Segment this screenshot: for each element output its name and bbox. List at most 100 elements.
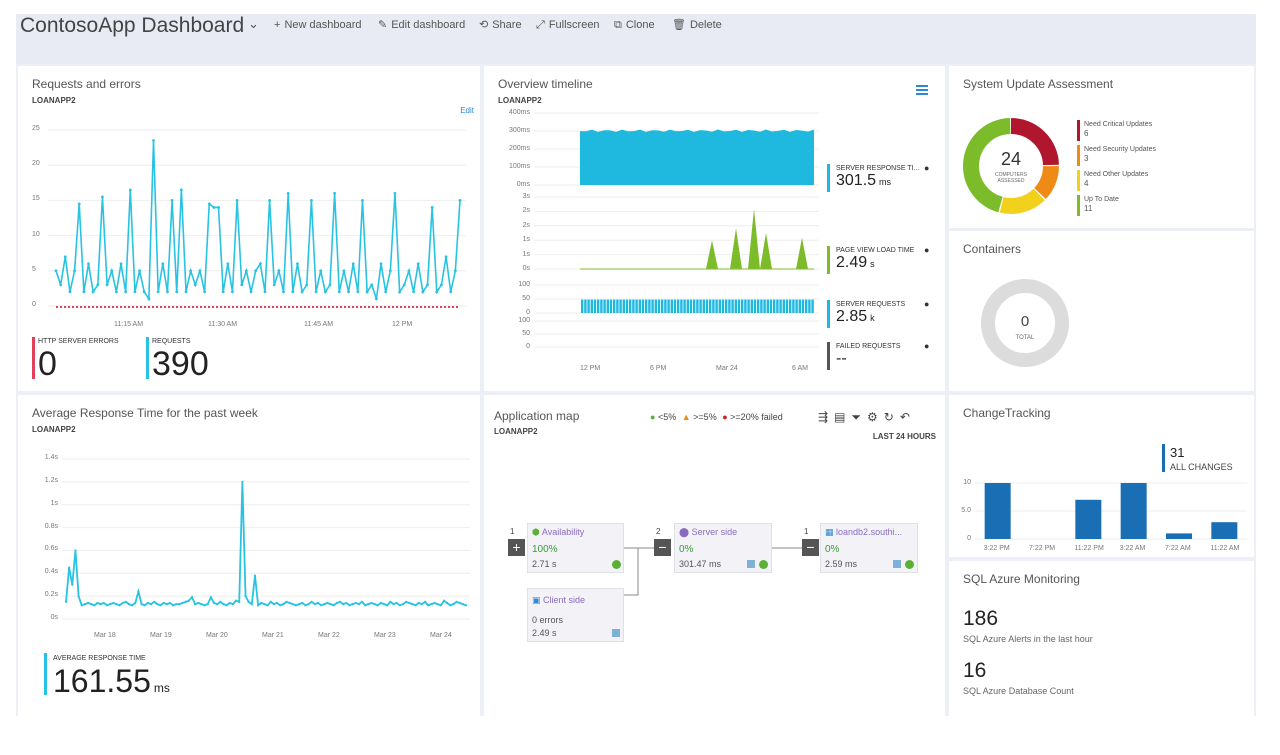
server-request-bar (593, 299, 597, 313)
server-name: ⬤ Server side (679, 527, 738, 537)
requests-point (319, 269, 323, 273)
metric-value: 301.5 ms (836, 172, 892, 189)
details-icon[interactable] (893, 560, 901, 568)
requests-point (305, 283, 309, 287)
server-request-bar (734, 299, 737, 313)
collapse-icon[interactable]: − (654, 539, 671, 556)
donut-slice (963, 118, 1059, 214)
expand-icon[interactable]: + (508, 539, 525, 556)
response-time-line-chart (62, 458, 470, 620)
edit-dashboard-button[interactable]: ✎ Edit dashboard (378, 19, 466, 31)
delete-button[interactable]: 🗑 Delete (672, 19, 722, 31)
server-request-bar (606, 299, 609, 313)
requests-point (142, 290, 146, 294)
change-bar (1075, 499, 1102, 539)
grid-view-icon[interactable] (916, 84, 928, 96)
server-request-bar (696, 299, 699, 313)
requests-point (412, 290, 415, 294)
filter-list-icon[interactable]: ▤ (834, 410, 852, 424)
response-time-point (257, 604, 260, 607)
tile-title: SQL Azure Monitoring (963, 572, 1080, 586)
x-tick-label: 11:30 AM (208, 321, 238, 328)
sql-alerts-label: SQL Azure Alerts in the last hour (963, 634, 1093, 644)
refresh-icon[interactable]: ↻ (883, 410, 900, 424)
availability-node[interactable]: ⬢ Availability 100% 2.71 s (527, 523, 624, 573)
details-icon[interactable] (747, 560, 755, 568)
server-request-bar (769, 299, 773, 313)
y-tick-label: 400ms (508, 109, 530, 116)
details-icon[interactable] (612, 629, 620, 637)
failed-status-icon: ● (722, 412, 728, 422)
server-request-bar (619, 299, 622, 313)
containers-tile[interactable]: Containers 0 TOTAL (949, 231, 1254, 391)
average-response-time-tile[interactable]: Average Response Time for the past week … (18, 395, 480, 716)
info-icon[interactable]: ● (924, 341, 930, 351)
server-request-bar (699, 299, 702, 313)
response-time-point (93, 604, 96, 607)
requests-series-line (55, 140, 461, 302)
new-dashboard-button[interactable]: + New dashboard (274, 19, 362, 31)
client-side-node[interactable]: ▣ Client side 0 errors 2.49 s (527, 588, 624, 642)
response-time-point (408, 601, 411, 605)
errors-label: HTTP SERVER ERRORS (38, 338, 119, 345)
response-time-point (373, 603, 376, 606)
availability-name: ⬢ Availability (532, 527, 585, 537)
requests-point (217, 206, 220, 209)
x-tick-label: Mar 21 (262, 632, 284, 639)
fullscreen-button[interactable]: ⤢ Fullscreen (536, 19, 600, 31)
database-node[interactable]: ▦ loandb2.southi... 0% 2.59 ms (820, 523, 918, 573)
info-icon[interactable]: ● (924, 245, 930, 255)
server-request-bar (782, 299, 785, 313)
response-time-point (329, 603, 332, 606)
info-icon[interactable]: ● (924, 163, 930, 173)
layout-icon[interactable]: ⇶ (818, 410, 835, 424)
requests-point (254, 269, 258, 273)
server-side-node[interactable]: ⬤ Server side 0% 301.47 ms (674, 523, 772, 573)
check-circle-icon (759, 560, 768, 569)
edit-link[interactable]: Edit (460, 106, 474, 115)
response-time-point (389, 600, 392, 603)
server-request-bar (657, 299, 661, 313)
settings-icon[interactable]: ⚙ (867, 410, 884, 424)
info-icon[interactable]: ● (924, 299, 930, 309)
requests-point (193, 283, 197, 287)
response-time-point (405, 600, 408, 603)
delete-icon: 🗑 (672, 19, 686, 31)
metric-label: SERVER REQUESTS (836, 301, 906, 308)
requests-errors-tile[interactable]: Requests and errors LOANAPP2 Edit HTTP S… (18, 66, 480, 391)
server-request-bar (670, 299, 673, 313)
requests-point (156, 290, 160, 294)
requests-point (342, 269, 346, 273)
chevron-down-icon[interactable]: ⌄ (248, 16, 259, 31)
filter-icon[interactable]: ⏷ (851, 410, 868, 424)
sql-azure-monitoring-tile[interactable]: SQL Azure Monitoring 186 SQL Azure Alert… (949, 561, 1254, 716)
collapse-icon[interactable]: − (802, 539, 819, 556)
server-request-bar (680, 299, 683, 313)
y-tick-label: 50 (522, 330, 530, 337)
response-time-point (370, 601, 373, 605)
application-map-tile[interactable]: Application map LOANAPP2 ● <5% ▲ >=5% ● … (484, 395, 945, 716)
server-request-bar (750, 299, 753, 313)
response-time-point (134, 601, 137, 605)
response-time-point (357, 603, 361, 606)
page-view-spike (706, 240, 718, 269)
overview-timeline-tile[interactable]: Overview timeline LOANAPP2 SERVER RESPON… (484, 66, 945, 391)
x-tick-label: 6 PM (650, 365, 667, 372)
change-tracking-tile[interactable]: ChangeTracking 31 ALL CHANGES 10 5.0 0 3:22… (949, 395, 1254, 557)
requests-point (77, 202, 81, 206)
response-time-point (241, 480, 244, 483)
server-request-bar (737, 299, 741, 313)
requests-point (430, 206, 434, 209)
system-update-assessment-tile[interactable]: System Update Assessment 24 COMPUTERS AS… (949, 66, 1254, 228)
server-request-bar (715, 299, 718, 313)
share-button[interactable]: ⟲ Share (479, 19, 522, 31)
tile-title: Overview timeline (498, 77, 593, 91)
response-time-point (304, 604, 307, 607)
response-time-point (105, 604, 109, 607)
x-tick-label: 11:15 AM (114, 321, 144, 328)
clone-button[interactable]: ⧉ Clone (614, 19, 655, 31)
undo-icon[interactable]: ↶ (899, 410, 916, 424)
legend-value: 3 (1084, 154, 1089, 163)
requests-point (179, 188, 183, 192)
response-time-indicator-bar (44, 653, 47, 695)
